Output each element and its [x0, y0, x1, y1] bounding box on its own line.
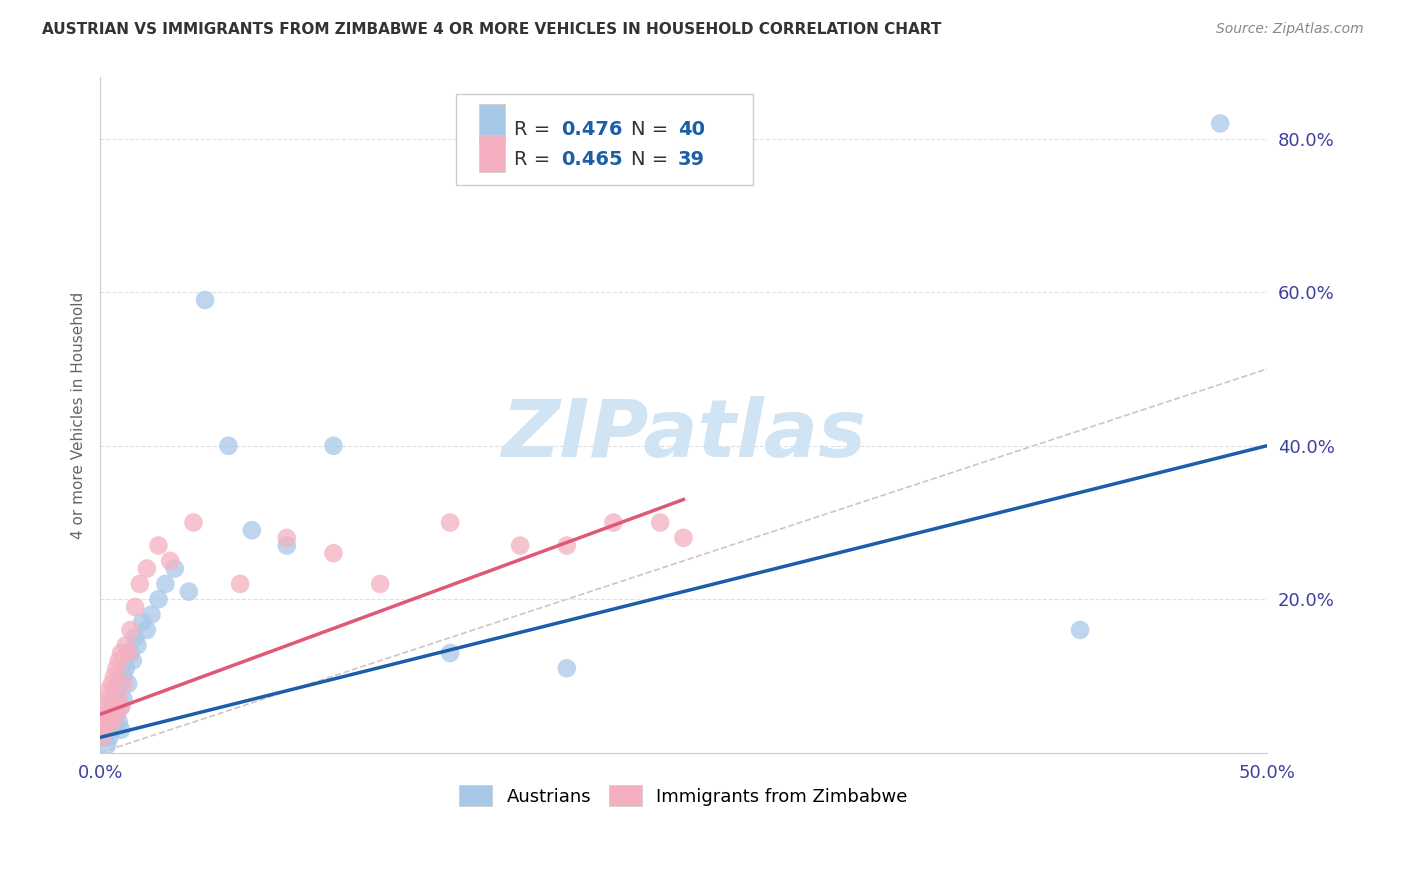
Point: [177, 584, 200, 599]
Point: [194, 293, 217, 307]
Legend: Austrians, Immigrants from Zimbabwe: Austrians, Immigrants from Zimbabwe: [453, 778, 915, 814]
Bar: [479, 104, 505, 142]
Point: [105, 661, 128, 675]
Point: [98, 731, 121, 745]
Point: [672, 531, 695, 545]
Point: [103, 692, 125, 706]
Text: N =: N =: [631, 120, 675, 139]
Point: [96, 699, 118, 714]
Point: [159, 554, 181, 568]
FancyBboxPatch shape: [456, 95, 754, 186]
Text: R =: R =: [515, 120, 557, 139]
Point: [127, 638, 149, 652]
Point: [112, 669, 135, 683]
Point: [110, 646, 132, 660]
Point: [229, 577, 252, 591]
Point: [94, 723, 117, 737]
Point: [148, 592, 170, 607]
Point: [105, 707, 128, 722]
Point: [103, 669, 125, 683]
Point: [110, 699, 132, 714]
Point: [96, 714, 118, 729]
Point: [1209, 116, 1232, 130]
Point: [98, 692, 121, 706]
Text: 0.465: 0.465: [561, 151, 623, 169]
Point: [131, 615, 153, 630]
Point: [114, 638, 136, 652]
Point: [101, 714, 124, 729]
Point: [163, 561, 186, 575]
Point: [117, 676, 139, 690]
Point: [107, 676, 129, 690]
Point: [124, 599, 146, 614]
Point: [98, 707, 121, 722]
Text: Source: ZipAtlas.com: Source: ZipAtlas.com: [1216, 22, 1364, 37]
Point: [368, 577, 391, 591]
Point: [135, 623, 157, 637]
Point: [94, 723, 117, 737]
Point: [107, 654, 129, 668]
Point: [135, 561, 157, 575]
Point: [120, 646, 142, 660]
Point: [107, 692, 129, 706]
Point: [602, 516, 624, 530]
Point: [96, 714, 118, 729]
Point: [1069, 623, 1091, 637]
Point: [101, 723, 124, 737]
Point: [105, 684, 128, 698]
Text: N =: N =: [631, 151, 675, 169]
Point: [509, 539, 531, 553]
Point: [439, 516, 461, 530]
Text: 40: 40: [678, 120, 704, 139]
Point: [112, 676, 135, 690]
Point: [107, 714, 129, 729]
Text: R =: R =: [515, 151, 557, 169]
Point: [439, 646, 461, 660]
Text: AUSTRIAN VS IMMIGRANTS FROM ZIMBABWE 4 OR MORE VEHICLES IN HOUSEHOLD CORRELATION: AUSTRIAN VS IMMIGRANTS FROM ZIMBABWE 4 O…: [42, 22, 942, 37]
Point: [240, 523, 263, 537]
Bar: [479, 135, 505, 172]
Point: [112, 692, 135, 706]
Point: [101, 676, 124, 690]
Point: [105, 707, 128, 722]
Point: [141, 607, 163, 622]
Point: [322, 546, 344, 560]
Point: [103, 699, 125, 714]
Point: [96, 738, 118, 752]
Point: [555, 539, 578, 553]
Point: [98, 707, 121, 722]
Point: [322, 439, 344, 453]
Point: [148, 539, 170, 553]
Point: [555, 661, 578, 675]
Point: [155, 577, 177, 591]
Text: ZIPatlas: ZIPatlas: [501, 396, 866, 475]
Point: [103, 714, 125, 729]
Point: [114, 661, 136, 675]
Point: [96, 684, 118, 698]
Point: [183, 516, 205, 530]
Point: [276, 531, 298, 545]
Point: [120, 623, 142, 637]
Point: [117, 646, 139, 660]
Point: [91, 731, 114, 745]
Point: [121, 654, 143, 668]
Point: [650, 516, 672, 530]
Point: [128, 577, 150, 591]
Text: 39: 39: [678, 151, 704, 169]
Point: [124, 631, 146, 645]
Point: [276, 539, 298, 553]
Point: [101, 699, 124, 714]
Point: [110, 723, 132, 737]
Point: [94, 707, 117, 722]
Point: [217, 439, 239, 453]
Text: 0.476: 0.476: [561, 120, 623, 139]
Point: [110, 699, 132, 714]
Point: [91, 731, 114, 745]
Y-axis label: 4 or more Vehicles in Household: 4 or more Vehicles in Household: [72, 292, 86, 539]
Point: [91, 714, 114, 729]
